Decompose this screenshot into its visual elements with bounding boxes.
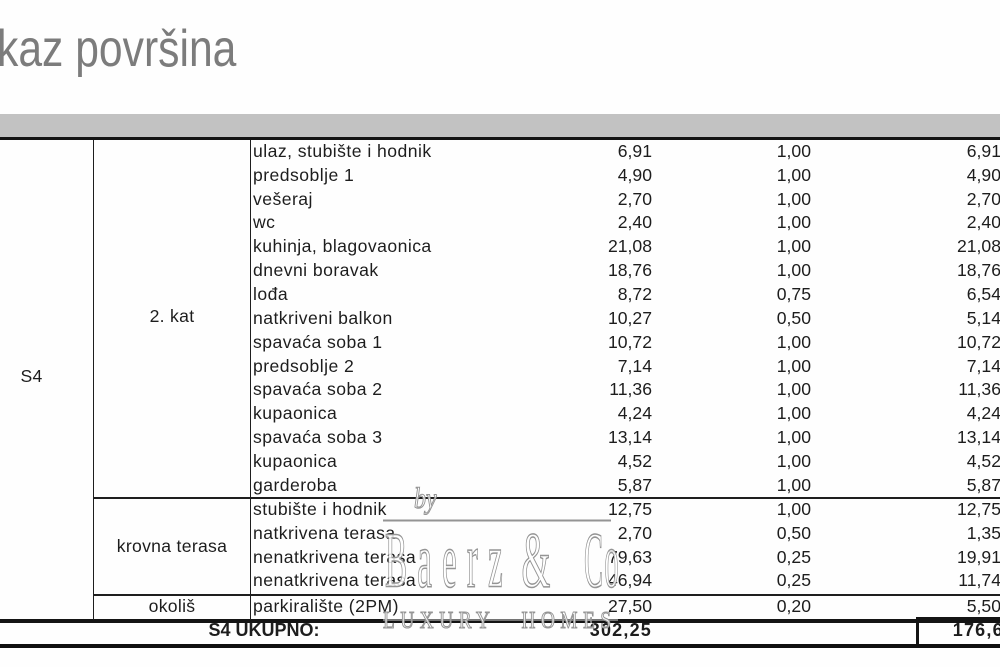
svg-text:HOMES: HOMES	[522, 607, 617, 634]
svg-text:Baerz: Baerz	[385, 517, 513, 604]
svg-text:&: &	[522, 517, 551, 604]
svg-text:by: by	[414, 481, 437, 514]
svg-text:Co: Co	[584, 516, 620, 604]
svg-text:LUXURY: LUXURY	[383, 607, 495, 634]
